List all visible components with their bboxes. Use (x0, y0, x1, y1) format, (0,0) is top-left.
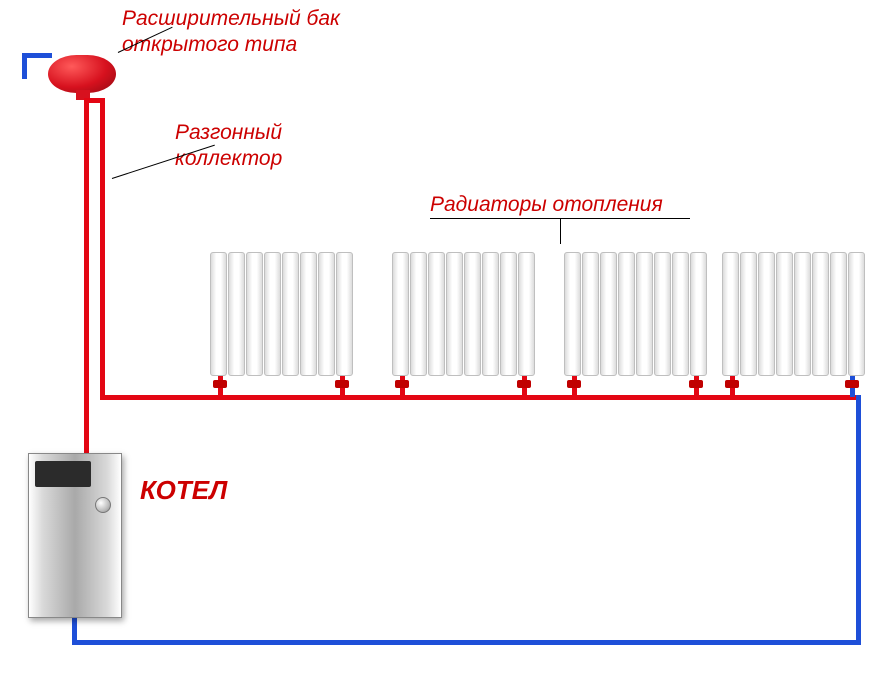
boiler-knob (95, 497, 111, 513)
expansion-tank (48, 55, 116, 93)
inlet-pipe-v (22, 53, 27, 79)
hot-riser-top-join (84, 98, 105, 103)
radiator-4-valve-left (725, 380, 739, 388)
radiator-4 (722, 252, 867, 376)
radiator-2-valve-left (395, 380, 409, 388)
radiator-3-valve-right (689, 380, 703, 388)
label-radiators: Радиаторы отопления (430, 192, 663, 218)
radiator-2-valve-right (517, 380, 531, 388)
boiler-body (28, 453, 122, 618)
hot-riser-right (100, 98, 105, 398)
hot-supply-main (100, 395, 858, 400)
radiator-3 (564, 252, 709, 376)
radiator-3-valve-left (567, 380, 581, 388)
radiator-2 (392, 252, 537, 376)
leader-radiators-drop (560, 218, 561, 244)
diagram-canvas: Расширительный бак открытого типа Разгон… (0, 0, 879, 684)
cold-return-into-boiler (72, 614, 77, 644)
cold-return-bottom-h (72, 640, 861, 645)
label-expansion-tank: Расширительный бак открытого типа (122, 6, 340, 59)
radiator-1 (210, 252, 355, 376)
radiator-1-valve-right (335, 380, 349, 388)
radiator-1-valve-left (213, 380, 227, 388)
boiler-control-panel (35, 461, 91, 487)
label-boiler: КОТЕЛ (140, 474, 227, 507)
cold-return-right-v (856, 395, 861, 643)
label-riser: Разгонный коллектор (175, 120, 282, 173)
radiator-4-valve-right (845, 380, 859, 388)
hot-riser-left (84, 98, 89, 456)
